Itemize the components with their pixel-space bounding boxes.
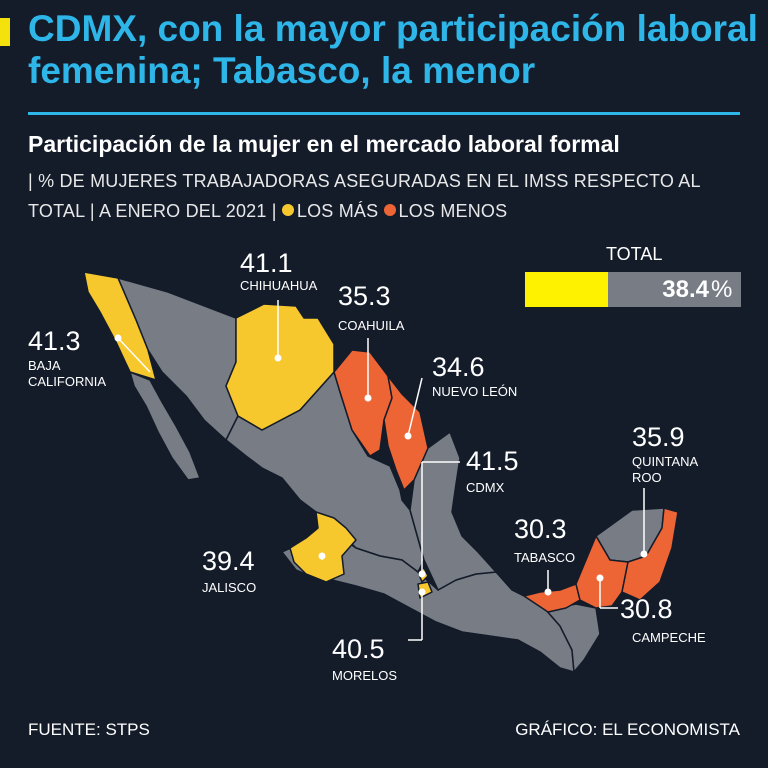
legend-high-label: LOS MÁS — [296, 201, 379, 221]
leader-lines — [117, 300, 645, 641]
accent-bar — [0, 18, 10, 46]
region-chiapas — [545, 603, 601, 673]
label-value-baja-california: 41.3 — [28, 326, 81, 356]
map-high — [83, 271, 433, 599]
state-nuevo-leon — [383, 375, 429, 491]
legend-high-dot — [281, 204, 294, 216]
label-name-cdmx: CDMX — [466, 480, 505, 495]
label-value-cdmx: 41.5 — [466, 446, 519, 476]
label-name-coahuila: COAHUILA — [338, 318, 405, 333]
leader-dots — [114, 334, 648, 596]
description-text: | % DE MUJERES TRABAJADORAS ASEGURADAS E… — [28, 171, 701, 221]
state-jalisco — [289, 511, 357, 583]
total-bar: 38.4 % — [525, 272, 741, 307]
label-name-baja-california-2: CALIFORNIA — [28, 374, 106, 389]
state-quintana-roo — [621, 507, 679, 601]
title-rule — [28, 112, 740, 115]
region-baja-sur — [129, 371, 201, 481]
subtitle: Participación de la mujer en el mercado … — [28, 131, 620, 157]
total-bar-fill — [525, 272, 608, 307]
label-name-nuevo-leon: NUEVO LEÓN — [432, 384, 517, 399]
label-name-jalisco: JALISCO — [202, 580, 256, 595]
headline: CDMX, con la mayor participación laboral… — [28, 8, 758, 91]
total-unit: % — [711, 276, 733, 303]
label-value-nuevo-leon: 34.6 — [432, 352, 485, 382]
label-name-quintana-roo-1: QUINTANA — [632, 454, 699, 469]
legend-low-label: LOS MENOS — [398, 201, 508, 221]
credit-note: GRÁFICO: EL ECONOMISTA — [515, 720, 740, 739]
label-name-baja-california-1: BAJA — [28, 358, 61, 373]
label-name-morelos: MORELOS — [332, 668, 397, 683]
label-name-quintana-roo-2: ROO — [632, 470, 662, 485]
label-name-tabasco: TABASCO — [514, 550, 575, 565]
label-value-campeche: 30.8 — [620, 594, 673, 624]
total-value: 38.4 — [662, 276, 709, 303]
label-value-quintana-roo: 35.9 — [632, 422, 685, 452]
state-labels: 41.3 BAJA CALIFORNIA 41.1 CHIHUAHUA 35.3… — [28, 248, 706, 683]
source-note: FUENTE: STPS — [28, 720, 150, 739]
description: | % DE MUJERES TRABAJADORAS ASEGURADAS E… — [28, 166, 748, 226]
map-low — [333, 349, 679, 613]
label-value-coahuila: 35.3 — [338, 281, 391, 311]
state-baja-california — [83, 271, 157, 381]
legend-low-dot — [383, 204, 396, 216]
label-value-chihuahua: 41.1 — [240, 248, 293, 278]
label-name-chihuahua: CHIHUAHUA — [240, 278, 318, 293]
total-label: TOTAL — [606, 244, 663, 264]
label-name-campeche: CAMPECHE — [632, 630, 706, 645]
region-gulf-coast — [409, 431, 497, 591]
label-value-jalisco: 39.4 — [202, 546, 255, 576]
map-base — [117, 277, 665, 673]
label-value-morelos: 40.5 — [332, 634, 385, 664]
label-value-tabasco: 30.3 — [514, 514, 567, 544]
